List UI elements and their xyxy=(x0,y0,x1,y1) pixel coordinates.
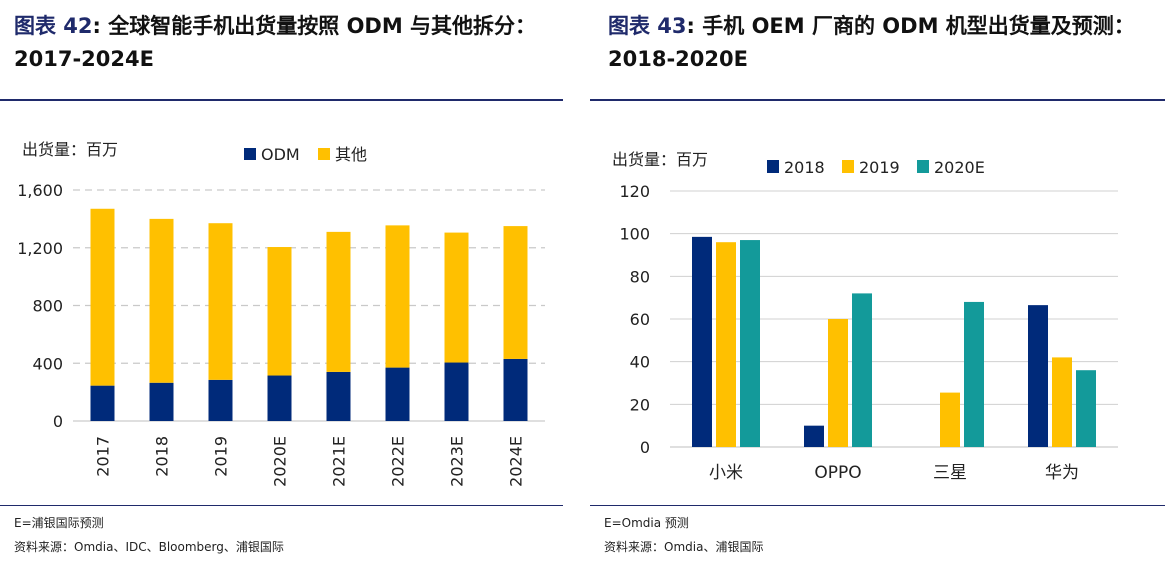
bar-odm xyxy=(444,362,469,421)
legend-label: 2019 xyxy=(859,158,900,177)
bar-other xyxy=(90,208,115,386)
unit-label: 出货量：百万 xyxy=(612,150,708,169)
bar-other xyxy=(208,223,233,380)
bar-other xyxy=(503,226,528,359)
bar-other xyxy=(267,247,292,376)
right-panel: 图表 43: 手机 OEM 厂商的 ODM 机型出货量及预测：2018-2020… xyxy=(590,0,1173,570)
legend-label: 2020E xyxy=(934,158,985,177)
bar-2020e xyxy=(740,240,760,447)
y-tick-label: 0 xyxy=(53,412,63,431)
y-tick-label: 60 xyxy=(630,310,650,329)
bar-odm xyxy=(90,385,115,421)
bar-2019 xyxy=(1052,357,1072,447)
bar-odm xyxy=(326,371,351,421)
bar-other xyxy=(149,218,174,383)
y-tick-label: 120 xyxy=(619,182,650,201)
legend-swatch xyxy=(318,148,330,160)
chart-title: 图表 42: 全球智能手机出货量按照 ODM 与其他拆分：2017-2024E xyxy=(14,10,559,76)
unit-label: 出货量：百万 xyxy=(22,140,118,159)
bar-odm xyxy=(503,358,528,421)
x-tick-label: 华为 xyxy=(1045,463,1079,483)
bar-2020e xyxy=(1076,370,1096,447)
y-tick-label: 80 xyxy=(630,267,650,286)
figure-caption: : 全球智能手机出货量按照 ODM 与其他拆分：2017-2024E xyxy=(14,14,537,71)
footer-divider xyxy=(0,505,563,506)
bar-2018 xyxy=(804,425,824,447)
x-tick-label: 2024E xyxy=(507,436,526,487)
y-tick-label: 400 xyxy=(32,354,63,373)
bar-2018 xyxy=(1028,305,1048,447)
x-tick-label: 2020E xyxy=(271,436,290,487)
footnote-source: 资料来源：Omdia、浦银国际 xyxy=(604,540,764,554)
x-tick-label: 三星 xyxy=(933,463,967,483)
x-tick-label: 2018 xyxy=(153,436,172,477)
legend-swatch xyxy=(767,160,779,173)
legend-swatch xyxy=(842,160,854,173)
bar-other xyxy=(385,225,410,368)
figure-number: 图表 43 xyxy=(608,14,687,38)
bar-other xyxy=(326,231,351,372)
figure-number: 图表 42 xyxy=(14,14,93,38)
x-tick-label: 2023E xyxy=(448,436,467,487)
bar-2019 xyxy=(716,242,736,447)
x-tick-label: 2021E xyxy=(330,436,349,487)
x-tick-label: 小米 xyxy=(709,463,743,483)
y-tick-label: 20 xyxy=(630,395,650,414)
left-panel: 图表 42: 全球智能手机出货量按照 ODM 与其他拆分：2017-2024E … xyxy=(0,0,563,570)
bar-2019 xyxy=(828,319,848,447)
bar-2020e xyxy=(852,293,872,447)
footnote-estimate: E=浦银国际预测 xyxy=(14,516,104,530)
footnote-source: 资料来源：Omdia、IDC、Bloomberg、浦银国际 xyxy=(14,540,284,554)
legend-swatch xyxy=(917,160,929,173)
y-tick-label: 0 xyxy=(640,438,650,457)
y-tick-label: 1,600 xyxy=(17,181,63,200)
chart-title: 图表 43: 手机 OEM 厂商的 ODM 机型出货量及预测：2018-2020… xyxy=(608,10,1153,76)
y-tick-label: 40 xyxy=(630,353,650,372)
legend-label: 其他 xyxy=(335,145,367,164)
x-tick-label: OPPO xyxy=(814,463,861,483)
stacked-bar-chart: 出货量：百万 ODM 其他 0 400 800 1,200 1,600 2017 2018 2019… xyxy=(17,140,545,487)
y-tick-label: 100 xyxy=(619,225,650,244)
legend-label: 2018 xyxy=(784,158,825,177)
bar-other xyxy=(444,232,469,363)
bar-odm xyxy=(149,382,174,421)
figure-caption: : 手机 OEM 厂商的 ODM 机型出货量及预测：2018-2020E xyxy=(608,14,1135,71)
bar-odm xyxy=(208,379,233,421)
bar-odm xyxy=(385,367,410,421)
grouped-bar-chart: 出货量：百万 2018 2019 2020E 0 20 40 60 80 100 120 小米 OPPO… xyxy=(612,150,1118,483)
y-tick-label: 1,200 xyxy=(17,239,63,258)
legend-swatch xyxy=(244,148,256,160)
x-tick-label: 2019 xyxy=(212,436,231,477)
bar-odm xyxy=(267,375,292,421)
legend-label: ODM xyxy=(261,145,300,164)
y-tick-label: 800 xyxy=(32,297,63,316)
bar-2018 xyxy=(692,236,712,447)
footer-divider xyxy=(590,505,1165,506)
footnote-estimate: E=Omdia 预测 xyxy=(604,516,689,530)
bar-2020e xyxy=(964,301,984,447)
x-tick-label: 2017 xyxy=(94,436,113,477)
bar-2019 xyxy=(940,392,960,447)
x-tick-label: 2022E xyxy=(389,436,408,487)
title-divider xyxy=(590,99,1165,101)
title-divider xyxy=(0,99,563,101)
